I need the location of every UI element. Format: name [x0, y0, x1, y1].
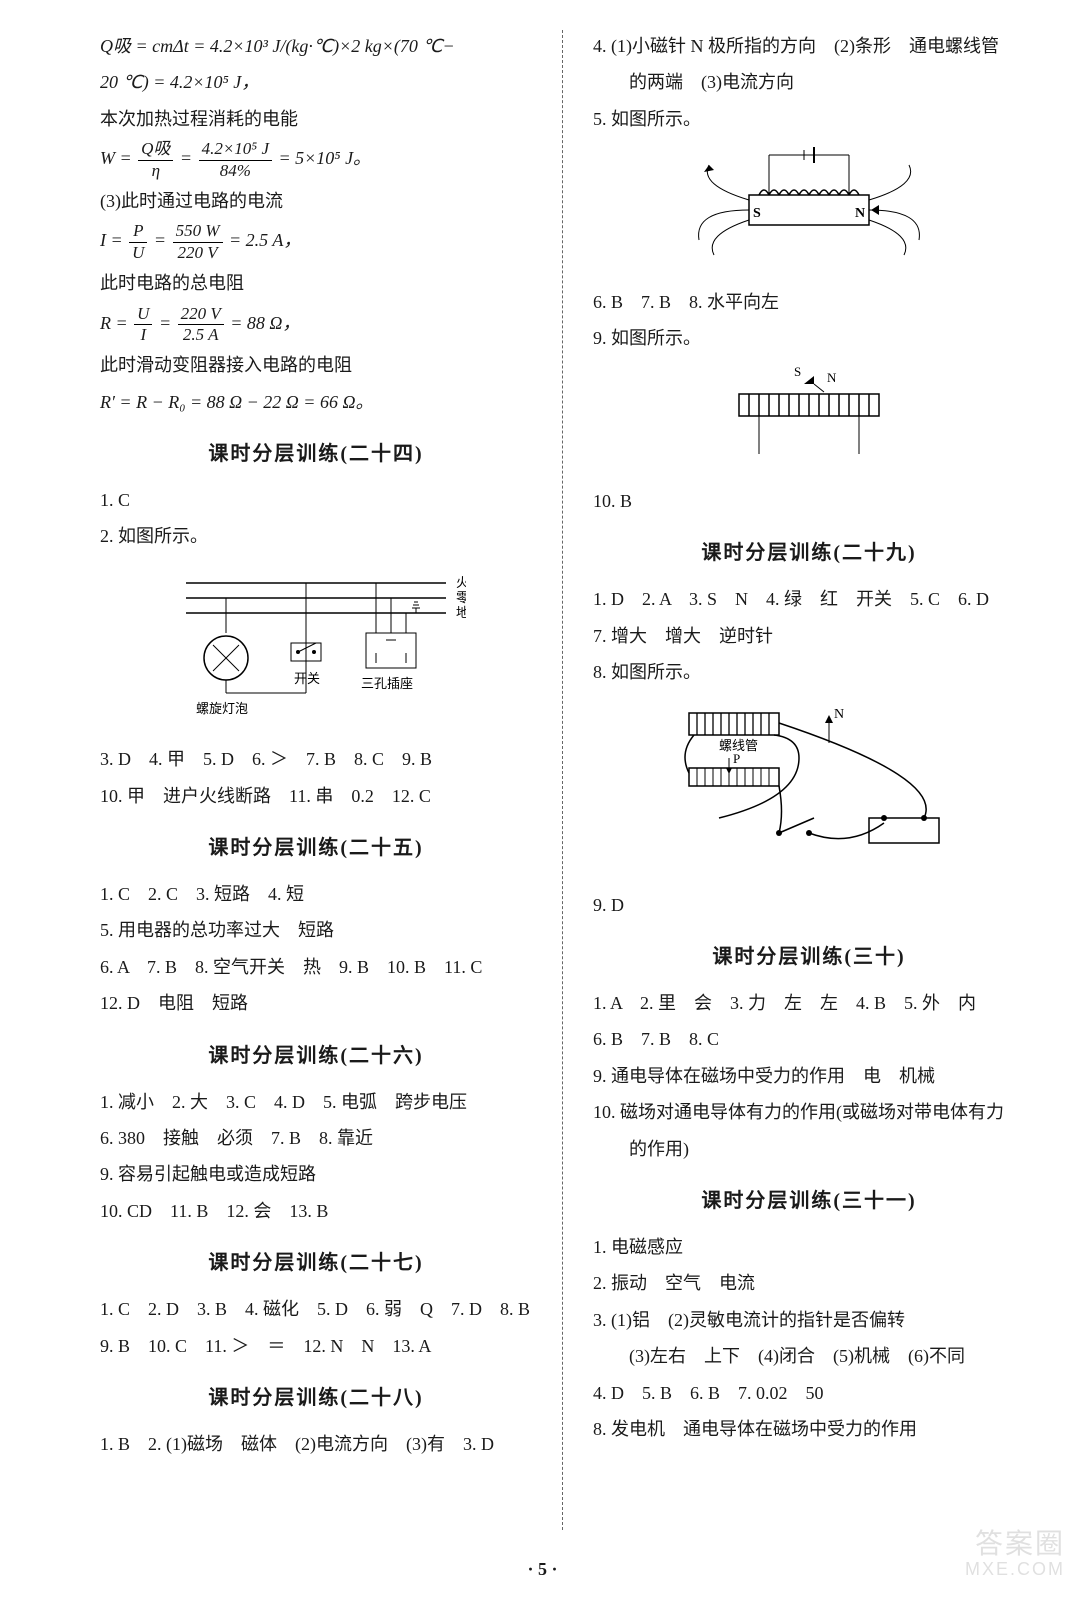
frac-u-i: UI	[134, 304, 152, 346]
ans-27-9: 9. B 10. C 11. ＞ ＝ 12. N N 13. A	[100, 1330, 532, 1362]
label-switch: 开关	[294, 671, 320, 686]
ans-27-1: 1. C 2. D 3. B 4. 磁化 5. D 6. 弱 Q 7. D 8.…	[100, 1293, 532, 1325]
ans-30-10: 10. 磁场对通电导体有力的作用(或磁场对带电体有力	[593, 1096, 1025, 1128]
label-p29: P	[733, 751, 740, 766]
ans-r6: 6. B 7. B 8. 水平向左	[593, 286, 1025, 318]
page-number: · 5 ·	[0, 1559, 1085, 1580]
label-outlet: 三孔插座	[361, 676, 413, 691]
ans-24-1: 1. C	[100, 484, 532, 516]
label-bulb: 螺旋灯泡	[196, 701, 248, 716]
watermark-line1: 答案圈	[965, 1529, 1065, 1560]
ans-26-10: 10. CD 11. B 12. 会 13. B	[100, 1195, 532, 1227]
label-n9: N	[827, 370, 837, 385]
ans-r5: 5. 如图所示。	[593, 103, 1025, 135]
ans-31-1: 1. 电磁感应	[593, 1231, 1025, 1263]
column-divider	[562, 30, 563, 1530]
text-cishihuadong: 此时滑动变阻器接入电路的电阻	[100, 349, 532, 381]
section-title-30: 课时分层训练(三十)	[593, 939, 1025, 975]
sym-w: W =	[100, 148, 132, 168]
ans-24-10: 10. 甲 进户火线断路 11. 串 0.2 12. C	[100, 780, 532, 812]
ans-24-3: 3. D 4. 甲 5. D 6. ＞ 7. B 8. C 9. B	[100, 743, 532, 775]
label-n5: N	[855, 206, 865, 221]
circuit-diagram-24: 火线 零线 地线 螺旋灯泡 开关	[100, 563, 532, 733]
ans-r9: 9. 如图所示。	[593, 322, 1025, 354]
ans-31-2: 2. 振动 空气 电流	[593, 1267, 1025, 1299]
ans-25-6: 6. A 7. B 8. 空气开关 热 9. B 10. B 11. C	[100, 951, 532, 983]
ans-31-8: 8. 发电机 通电导体在磁场中受力的作用	[593, 1413, 1025, 1445]
formula-i: I = PU = 550 W220 V = 2.5 A，	[100, 221, 532, 263]
watermark-line2: MXE.COM	[965, 1560, 1065, 1580]
formula-r: R = UI = 220 V2.5 A = 88 Ω，	[100, 304, 532, 346]
ans-26-9: 9. 容易引起触电或造成短路	[100, 1158, 532, 1190]
text-cishitongguo: (3)此时通过电路的电流	[100, 185, 532, 217]
text-cishidianlu: 此时电路的总电阻	[100, 267, 532, 299]
label-fire: 火线	[456, 575, 466, 590]
ans-31-4: 4. D 5. B 6. B 7. 0.02 50	[593, 1377, 1025, 1409]
ans-30-9: 9. 通电导体在磁场中受力的作用 电 机械	[593, 1060, 1025, 1092]
ans-26-1: 1. 减小 2. 大 3. C 4. D 5. 电弧 跨步电压	[100, 1086, 532, 1118]
formula-w: W = Q吸η = 4.2×10⁵ J84% = 5×10⁵ J。	[100, 139, 532, 181]
frac-p-u: PU	[129, 221, 147, 263]
label-neutral: 零线	[456, 590, 466, 605]
ans-29-9: 9. D	[593, 889, 1025, 921]
section-title-24: 课时分层训练(二十四)	[100, 436, 532, 472]
ans-30-6: 6. B 7. B 8. C	[593, 1023, 1025, 1055]
section-title-31: 课时分层训练(三十一)	[593, 1183, 1025, 1219]
solenoid-compass-diagram: S N	[593, 364, 1025, 474]
section-title-27: 课时分层训练(二十七)	[100, 1245, 532, 1281]
ans-r10: 10. B	[593, 485, 1025, 517]
label-ground: 地线	[456, 605, 466, 620]
formula-rprime: R′ = R − R₀ = 88 Ω − 22 Ω = 66 Ω。	[100, 386, 532, 418]
label-s5: S	[753, 206, 761, 221]
section-title-29: 课时分层训练(二十九)	[593, 535, 1025, 571]
ans-29-7: 7. 增大 增大 逆时针	[593, 620, 1025, 652]
column-left: Q吸 = cmΔt = 4.2×10³ J/(kg·℃)×2 kg×(70 ℃−…	[100, 30, 532, 1530]
formula-q2: 20 ℃) = 4.2×10⁵ J，	[100, 66, 532, 98]
section-title-28: 课时分层训练(二十八)	[100, 1380, 532, 1416]
ans-28-1: 1. B 2. (1)磁场 磁体 (2)电流方向 (3)有 3. D	[100, 1428, 532, 1460]
ans-30-1: 1. A 2. 里 会 3. 力 左 左 4. B 5. 外 内	[593, 987, 1025, 1019]
frac-550-220: 550 W220 V	[173, 221, 223, 263]
ans-25-1: 1. C 2. C 3. 短路 4. 短	[100, 878, 532, 910]
formula-q: Q吸 = cmΔt = 4.2×10³ J/(kg·℃)×2 kg×(70 ℃−	[100, 30, 532, 62]
ans-26-6: 6. 380 接触 必须 7. B 8. 靠近	[100, 1122, 532, 1154]
ans-r4: 4. (1)小磁针 N 极所指的方向 (2)条形 通电螺线管	[593, 30, 1025, 62]
ans-25-12: 12. D 电阻 短路	[100, 987, 532, 1019]
ans-30-10b: 的作用)	[593, 1133, 1025, 1165]
frac-q-eta: Q吸η	[138, 139, 173, 181]
frac-220-25: 220 V2.5 A	[178, 304, 224, 346]
ans-31-3b: (3)左右 上下 (4)闭合 (5)机械 (6)不同	[593, 1340, 1025, 1372]
ans-25-5: 5. 用电器的总功率过大 短路	[100, 914, 532, 946]
frac-val-eta: 4.2×10⁵ J84%	[199, 139, 272, 181]
ans-r4b: 的两端 (3)电流方向	[593, 66, 1025, 98]
text-bencijiareliang: 本次加热过程消耗的电能	[100, 103, 532, 135]
ans-24-2: 2. 如图所示。	[100, 520, 532, 552]
section-title-25: 课时分层训练(二十五)	[100, 830, 532, 866]
column-right: 4. (1)小磁针 N 极所指的方向 (2)条形 通电螺线管 的两端 (3)电流…	[593, 30, 1025, 1530]
ans-29-8: 8. 如图所示。	[593, 656, 1025, 688]
two-column-layout: Q吸 = cmΔt = 4.2×10³ J/(kg·℃)×2 kg×(70 ℃−…	[100, 30, 1025, 1530]
solenoid-diagram-5: S N	[593, 145, 1025, 275]
section-title-26: 课时分层训练(二十六)	[100, 1038, 532, 1074]
label-s9: S	[794, 364, 801, 379]
watermark: 答案圈 MXE.COM	[965, 1529, 1065, 1580]
ans-31-3: 3. (1)铝 (2)灵敏电流计的指针是否偏转	[593, 1304, 1025, 1336]
label-n29: N	[834, 707, 844, 722]
experiment-circuit-29: 螺线管 N P	[593, 698, 1025, 878]
ans-29-1: 1. D 2. A 3. S N 4. 绿 红 开关 5. C 6. D	[593, 583, 1025, 615]
